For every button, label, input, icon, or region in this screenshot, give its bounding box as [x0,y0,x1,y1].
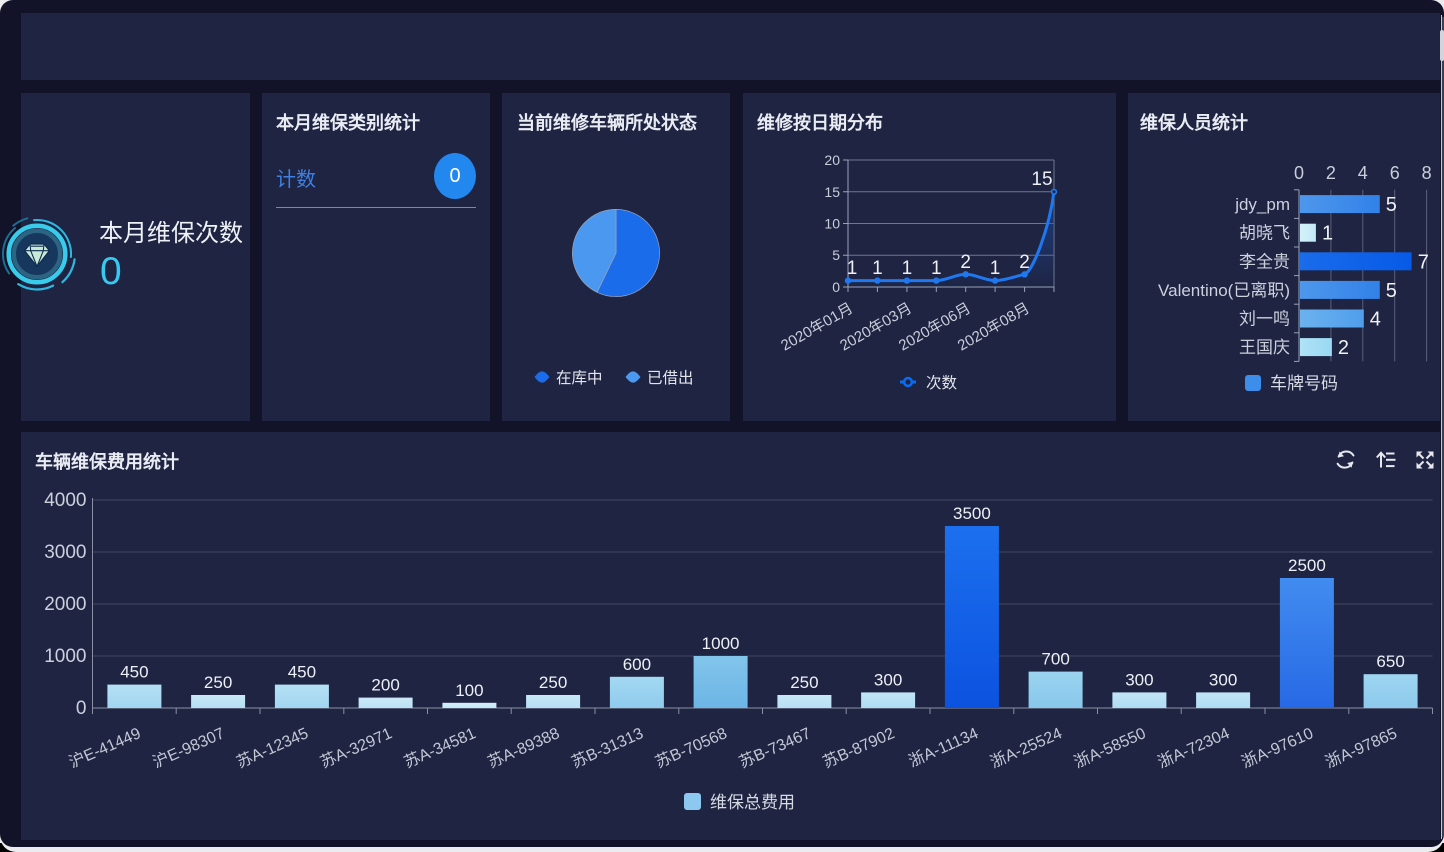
svg-text:7: 7 [1418,251,1429,273]
svg-text:5: 5 [1386,194,1397,216]
svg-text:4000: 4000 [44,490,86,511]
svg-text:8: 8 [1422,163,1432,183]
svg-text:2: 2 [1338,337,1349,359]
svg-text:苏B-73467: 苏B-73467 [736,724,813,772]
svg-text:250: 250 [539,673,567,692]
svg-text:沪E-41449: 沪E-41449 [66,724,143,772]
svg-text:3500: 3500 [953,504,991,523]
svg-text:600: 600 [623,655,651,674]
svg-text:250: 250 [204,673,232,692]
svg-text:1: 1 [1322,223,1333,245]
svg-text:1000: 1000 [44,646,86,667]
svg-text:1: 1 [847,258,858,279]
svg-text:胡晓飞: 胡晓飞 [1239,224,1290,243]
svg-text:1000: 1000 [702,634,740,653]
svg-text:浙A-97865: 浙A-97865 [1323,724,1400,772]
svg-text:苏A-89388: 苏A-89388 [485,724,562,772]
svg-text:200: 200 [371,676,399,695]
svg-text:浙A-58550: 浙A-58550 [1071,724,1148,772]
svg-text:浙A-11134: 浙A-11134 [906,724,981,771]
svg-text:1: 1 [931,258,942,279]
svg-text:250: 250 [790,673,818,692]
svg-text:6: 6 [1390,163,1400,183]
svg-text:次数: 次数 [926,374,958,392]
svg-text:300: 300 [874,670,902,689]
svg-text:王国庆: 王国庆 [1239,338,1290,357]
svg-text:300: 300 [1209,670,1237,689]
svg-text:李全贵: 李全贵 [1239,252,1290,271]
svg-text:苏A-32971: 苏A-32971 [318,724,395,772]
svg-text:苏B-70568: 苏B-70568 [653,724,730,772]
svg-text:Valentino(已离职): Valentino(已离职) [1158,281,1290,300]
svg-text:450: 450 [288,663,316,682]
svg-text:苏A-12345: 苏A-12345 [234,724,311,772]
svg-text:苏B-87902: 苏B-87902 [820,724,897,772]
svg-text:300: 300 [1125,670,1153,689]
svg-text:20: 20 [824,152,840,168]
svg-text:15: 15 [1031,169,1052,190]
svg-text:100: 100 [455,681,483,700]
svg-text:jdy_pm: jdy_pm [1234,195,1290,214]
svg-text:4: 4 [1370,309,1381,331]
svg-text:0: 0 [76,698,87,719]
svg-text:450: 450 [120,663,148,682]
svg-text:在库中: 在库中 [556,369,603,387]
svg-text:650: 650 [1376,652,1404,671]
svg-text:10: 10 [824,216,840,232]
svg-text:700: 700 [1041,650,1069,669]
svg-text:维保总费用: 维保总费用 [710,793,795,812]
svg-text:0: 0 [832,279,840,295]
svg-text:2: 2 [1326,163,1336,183]
svg-text:0: 0 [1294,163,1304,183]
svg-text:5: 5 [832,247,840,263]
svg-text:浙A-72304: 浙A-72304 [1155,724,1232,772]
svg-text:2500: 2500 [1288,556,1326,575]
svg-text:苏A-34581: 苏A-34581 [401,724,478,772]
svg-text:已借出: 已借出 [647,369,694,387]
svg-text:4: 4 [1358,163,1368,183]
svg-text:1: 1 [902,258,913,279]
svg-text:1: 1 [990,258,1001,279]
svg-text:沪E-98307: 沪E-98307 [150,724,227,772]
svg-text:5: 5 [1386,280,1397,302]
svg-text:浙A-25524: 浙A-25524 [988,724,1065,772]
svg-text:15: 15 [824,184,840,200]
svg-text:浙A-97610: 浙A-97610 [1239,724,1316,772]
svg-text:2000: 2000 [44,594,86,615]
svg-text:刘一鸣: 刘一鸣 [1239,310,1290,329]
svg-text:车牌号码: 车牌号码 [1270,374,1338,393]
svg-text:1: 1 [872,258,883,279]
svg-text:3000: 3000 [44,542,86,563]
svg-text:2: 2 [960,252,971,273]
svg-text:2: 2 [1019,252,1030,273]
svg-text:苏B-31313: 苏B-31313 [569,724,646,772]
